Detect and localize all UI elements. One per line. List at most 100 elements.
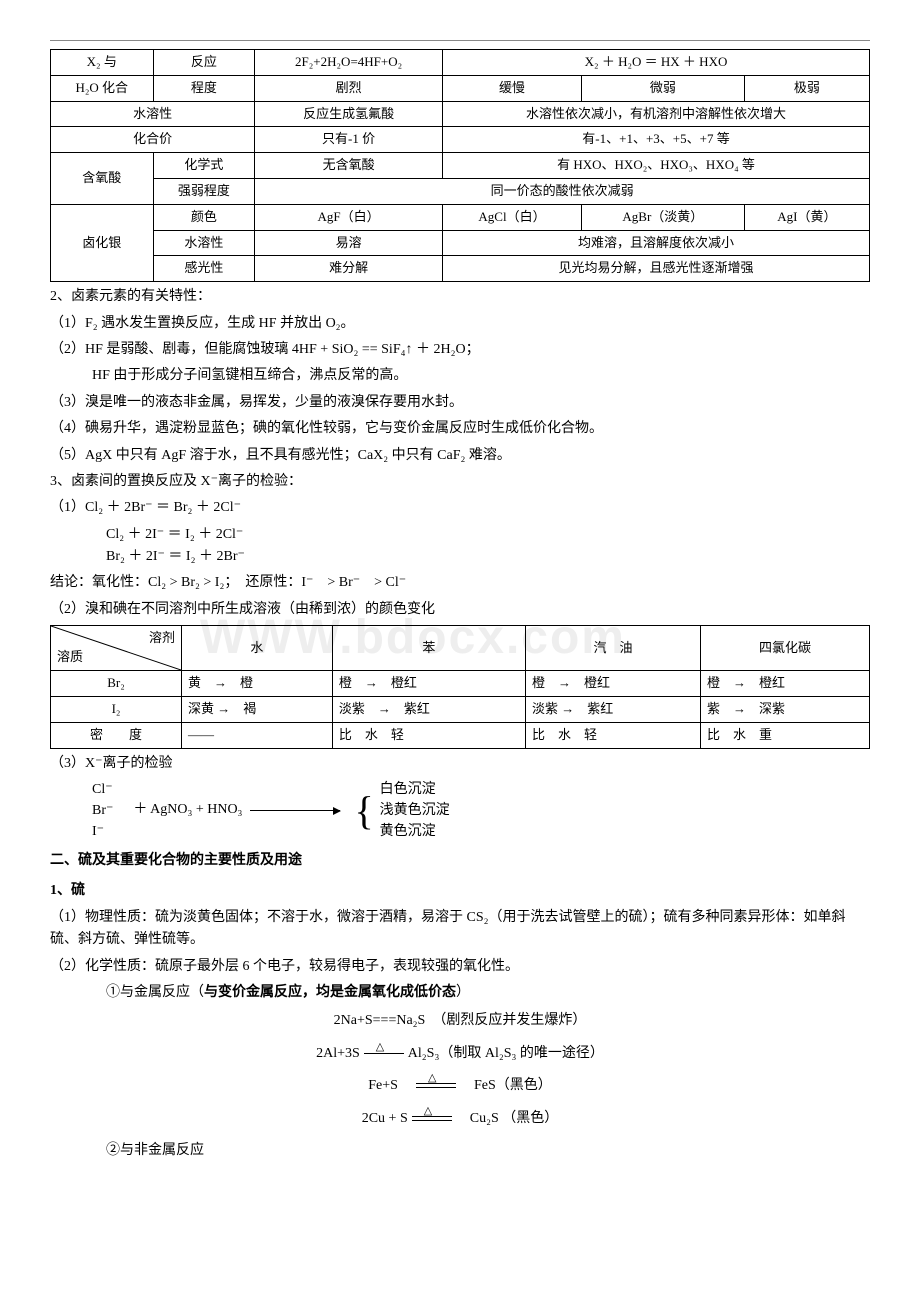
heat-arrow-icon [364, 1053, 404, 1054]
equation: Br₂ ＋ 2I⁻ ＝ I₂ ＋ 2Br⁻ [106, 546, 870, 568]
cell: 反应 [153, 50, 255, 76]
bold-text: 与变价金属反应，均是金属氧化成低价态 [204, 985, 456, 1000]
cell: 颜色 [153, 204, 255, 230]
equation: Cl₂ ＋ 2I⁻ ＝ I₂ ＋ 2Cl⁻ [106, 524, 870, 546]
list-item: （1）F₂ 遇水发生置换反应，生成 HF 并放出 O₂。 [50, 313, 870, 335]
cell: 反应生成氢氟酸 [255, 101, 443, 127]
list-item: （3）溴是唯一的液态非金属，易挥发，少量的液溴保存要用水封。 [50, 392, 870, 414]
table-row: Br₂ 黄 → 橙 橙 → 橙红 橙 → 橙红 橙 → 橙红 [51, 671, 870, 697]
col-header: 苯 [332, 626, 525, 671]
cell: AgF（白） [255, 204, 443, 230]
list-item: HF 由于形成分子间氢键相互缔合，沸点反常的高。 [50, 365, 870, 387]
equation: 2Na+S===Na₂S （剧烈反应并发生爆炸） [50, 1010, 870, 1032]
conclusion: 结论：氧化性：Cl₂ > Br₂ > I₂； 还原性：I⁻ > Br⁻ > Cl… [50, 572, 870, 594]
cell: 淡紫 → 紫红 [332, 697, 525, 723]
cell: 缓慢 [443, 75, 582, 101]
eq-right: FeS（黑色） [474, 1078, 552, 1093]
table-row: I₂ 深黄 → 褐 淡紫 → 紫红 淡紫 → 紫红 紫 → 深紫 [51, 697, 870, 723]
arrow-icon [250, 810, 340, 811]
cell: 化学式 [153, 153, 255, 179]
cell: 均难溶，且溶解度依次减小 [443, 230, 870, 256]
cell: AgCl（白） [443, 204, 582, 230]
cell: 难分解 [255, 256, 443, 282]
diagonal-header: 溶剂 溶质 [51, 626, 182, 671]
table-row: 感光性 难分解 见光均易分解，且感光性逐渐增强 [51, 256, 870, 282]
section-heading: 3、卤素间的置换反应及 X⁻离子的检验： [50, 471, 870, 493]
eq-left: 2Cu + S [362, 1111, 408, 1126]
cell: 含氧酸 [51, 153, 154, 205]
table-row: 化合价 只有-1 价 有-1、+1、+3、+5、+7 等 [51, 127, 870, 153]
table-row: 水溶性 易溶 均难溶，且溶解度依次减小 [51, 230, 870, 256]
list-item: （2）HF 是弱酸、剧毒，但能腐蚀玻璃 4HF + SiO₂ == SiF₄↑ … [50, 339, 870, 361]
row-label: Br₂ [51, 671, 182, 697]
table-row: 溶剂 溶质 水 苯 汽 油 四氯化碳 [51, 626, 870, 671]
cell: 橙 → 橙红 [525, 671, 700, 697]
cell: 比 水 轻 [332, 722, 525, 748]
table-row: 密 度 —— 比 水 轻 比 水 轻 比 水 重 [51, 722, 870, 748]
eq-left: Fe+S [368, 1078, 398, 1093]
table-row: X₂ 与 反应 2F₂+2H₂O=4HF+O₂ X₂ ＋ H₂O ＝ HX ＋ … [51, 50, 870, 76]
cell: 感光性 [153, 256, 255, 282]
result-list: 白色沉淀 浅黄色沉淀 黄色沉淀 [380, 779, 450, 842]
result: 黄色沉淀 [380, 821, 450, 842]
cell: 有 HXO、HXO₂、HXO₃、HXO₄ 等 [443, 153, 870, 179]
header-solute: 溶质 [57, 647, 83, 668]
equation: Cl₂ ＋ 2Br⁻ ＝ Br₂ ＋ 2Cl⁻ [85, 500, 241, 515]
equation: 2Al+3S Al₂S₃（制取 Al₂S₃ 的唯一途径） [50, 1043, 870, 1065]
table-row: 水溶性 反应生成氢氟酸 水溶性依次减小，有机溶剂中溶解性依次增大 [51, 101, 870, 127]
text: ①与金属反应（ [106, 985, 204, 1000]
equation: Fe+S FeS（黑色） [50, 1075, 870, 1097]
cell: —— [182, 722, 333, 748]
cell: 有-1、+1、+3、+5、+7 等 [443, 127, 870, 153]
cell: 见光均易分解，且感光性逐渐增强 [443, 256, 870, 282]
solvent-color-table: 溶剂 溶质 水 苯 汽 油 四氯化碳 Br₂ 黄 → 橙 橙 → 橙红 橙 → … [50, 625, 870, 748]
ion: I⁻ [92, 821, 113, 842]
result: 白色沉淀 [380, 779, 450, 800]
paragraph: （2）化学性质：硫原子最外层 6 个电子，较易得电子，表现较强的氧化性。 [50, 956, 870, 978]
cell: 水溶性 [153, 230, 255, 256]
part-title: 二、硫及其重要化合物的主要性质及用途 [50, 850, 870, 872]
cell: 水溶性依次减小，有机溶剂中溶解性依次增大 [443, 101, 870, 127]
eq-right: Al₂S₃（制取 Al₂S₃ 的唯一途径） [408, 1046, 604, 1061]
cell: 微弱 [581, 75, 744, 101]
list-item: （4）碘易升华，遇淀粉显蓝色；碘的氧化性较弱，它与变价金属反应时生成低价化合物。 [50, 418, 870, 440]
cell: AgBr（淡黄） [581, 204, 744, 230]
list-item: （5）AgX 中只有 AgF 溶于水，且不具有感光性；CaX₂ 中只有 CaF₂… [50, 445, 870, 467]
cell: 卤化银 [51, 204, 154, 281]
cell: 橙 → 橙红 [701, 671, 870, 697]
ion: Br⁻ [92, 800, 113, 821]
col-header: 汽 油 [525, 626, 700, 671]
ion: Cl⁻ [92, 779, 113, 800]
cell: 只有-1 价 [255, 127, 443, 153]
cell: X₂ 与 [51, 50, 154, 76]
cell: 2F₂+2H₂O=4HF+O₂ [255, 50, 443, 76]
cell: 易溶 [255, 230, 443, 256]
heat-arrow-icon [416, 1083, 456, 1088]
equation: 2Cu + S Cu₂S （黑色） [50, 1108, 870, 1130]
sub-heading: （3）X⁻离子的检验 [50, 753, 870, 775]
ion-list: Cl⁻ Br⁻ I⁻ [92, 779, 113, 842]
sub-heading: （2）溴和碘在不同溶剂中所生成溶液（由稀到浓）的颜色变化 [50, 599, 870, 621]
halogen-properties-table: X₂ 与 反应 2F₂+2H₂O=4HF+O₂ X₂ ＋ H₂O ＝ HX ＋ … [50, 49, 870, 282]
row-label: I₂ [51, 697, 182, 723]
cell: 水溶性 [51, 101, 255, 127]
label: （1） [50, 500, 85, 515]
text: ） [456, 985, 470, 1000]
cell: 极弱 [744, 75, 869, 101]
ion-test-reaction: Cl⁻ Br⁻ I⁻ ＋ AgNO₃ + HNO₃ { 白色沉淀 浅黄色沉淀 黄… [92, 779, 870, 842]
brace-icon: { [354, 791, 373, 831]
section-heading: 2、卤素元素的有关特性： [50, 286, 870, 308]
cell: X₂ ＋ H₂O ＝ HX ＋ HXO [443, 50, 870, 76]
paragraph: （1）物理性质：硫为淡黄色固体；不溶于水，微溶于酒精，易溶于 CS₂（用于洗去试… [50, 907, 870, 952]
eq-left: 2Al+3S [316, 1046, 360, 1061]
sub-item: ②与非金属反应 [50, 1140, 870, 1162]
equation-group: （1）Cl₂ ＋ 2Br⁻ ＝ Br₂ ＋ 2Cl⁻ [50, 497, 870, 519]
table-row: H₂O 化合 程度 剧烈 缓慢 微弱 极弱 [51, 75, 870, 101]
sub-item: ①与金属反应（与变价金属反应，均是金属氧化成低价态） [50, 982, 870, 1004]
cell: 程度 [153, 75, 255, 101]
cell: 同一价态的酸性依次减弱 [255, 178, 870, 204]
row-label: 密 度 [51, 722, 182, 748]
cell: 比 水 重 [701, 722, 870, 748]
cell: 黄 → 橙 [182, 671, 333, 697]
cell: 深黄 → 褐 [182, 697, 333, 723]
